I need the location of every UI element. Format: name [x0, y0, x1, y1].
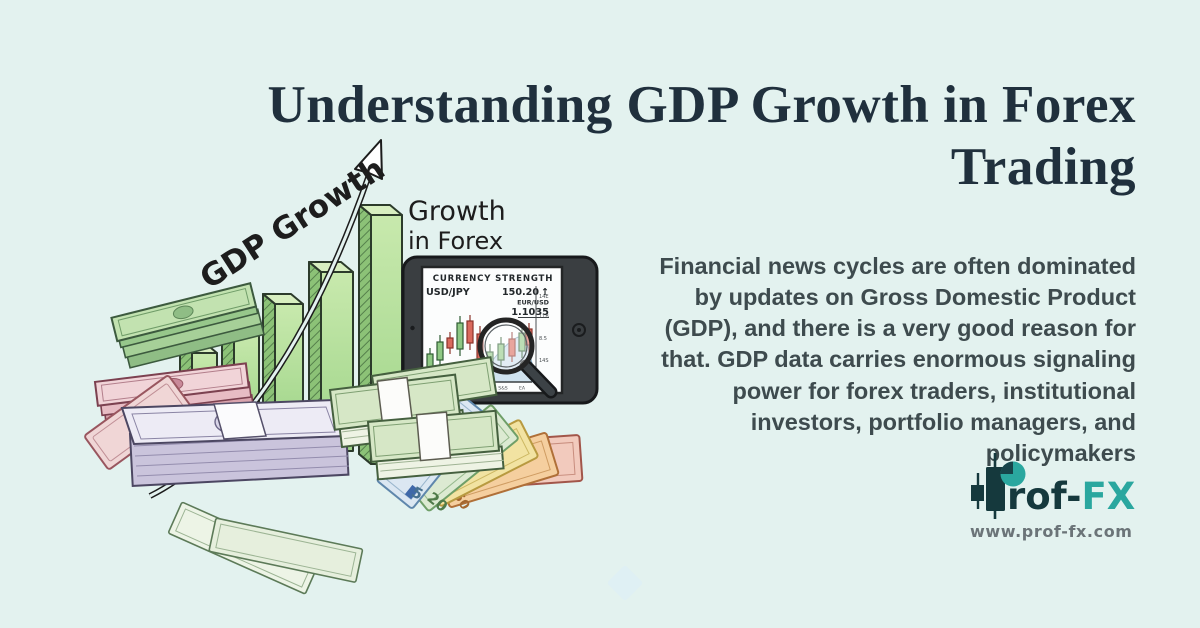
- eurusd-symbol: EUR/USD: [517, 299, 549, 307]
- svg-text:EA: EA: [519, 386, 526, 392]
- svg-text:14E: 14E: [539, 294, 549, 300]
- dollar-bundle: [366, 409, 505, 481]
- svg-text:S&S: S&S: [498, 386, 507, 392]
- fanned-dollar-notes: [168, 501, 364, 595]
- svg-text:rof-FX: rof-FX: [1007, 475, 1135, 518]
- arrow-head-icon: [354, 139, 383, 180]
- dollar-bundles: [328, 356, 505, 481]
- page-title: Understanding GDP Growth in Forex Tradin…: [206, 74, 1136, 198]
- candlestick-logo-icon: [971, 453, 1026, 519]
- magnifier-icon: [477, 317, 558, 399]
- growth-in-forex-label: Growth in Forex: [408, 196, 506, 255]
- prof-fx-logo: rof-FX www.prof-fx.com: [970, 453, 1135, 541]
- currency-band: [213, 401, 267, 440]
- intro-paragraph: Financial news cycles are often dominate…: [659, 252, 1136, 467]
- forex-label-line1: Growth: [408, 196, 506, 227]
- money-stacks: 50 20 0 5: [84, 282, 584, 595]
- tablet-camera-dot: [410, 325, 415, 331]
- website-url: www.prof-fx.com: [970, 522, 1133, 541]
- usdjpy-symbol: USD/JPY: [426, 287, 471, 298]
- svg-text:8.5: 8.5: [539, 336, 547, 342]
- tablet-home-button: [572, 323, 586, 337]
- tablet-y-axis: 14E 11B 8.5 14S: [535, 286, 549, 382]
- eurusd-price: 1.1035: [511, 307, 549, 318]
- svg-text:14S: 14S: [539, 358, 549, 364]
- logo-text-prefix: rof-: [1007, 475, 1081, 518]
- title-line-2: Trading: [950, 138, 1136, 196]
- currency-strength-header: CURRENCY STRENGTH: [433, 274, 553, 284]
- usdjpy-price: 150.20: [502, 287, 539, 298]
- brand-logo: rof-FX www.prof-fx.com: [968, 447, 1140, 547]
- tablet-illustration: CURRENCY STRENGTH USD/JPY 150.20 ↑ EUR/U…: [401, 255, 599, 405]
- up-arrow-icon: ↑: [541, 287, 549, 298]
- forex-label-line2: in Forex: [408, 227, 503, 255]
- hundred-dollar-stack: [120, 398, 350, 487]
- svg-text:11B: 11B: [539, 314, 549, 320]
- gdp-growth-illustration: GDP Growth Growth in Forex CURRENCY STRE…: [84, 139, 599, 595]
- green-cash-stack: [110, 282, 265, 369]
- watermark-diamond: [606, 564, 644, 602]
- logo-text-suffix: FX: [1081, 475, 1135, 518]
- title-line-1: Understanding GDP Growth in Forex: [267, 76, 1136, 134]
- currency-band: [415, 411, 452, 462]
